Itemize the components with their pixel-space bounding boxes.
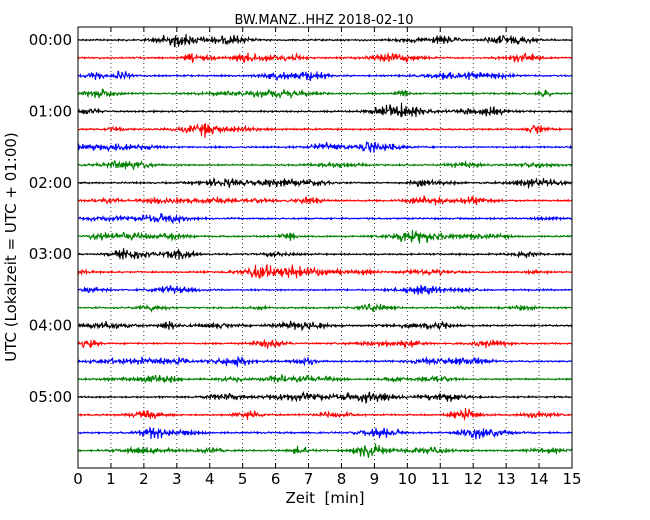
trace-row [77, 407, 573, 422]
trace-row [77, 443, 573, 458]
x-tick-label: 3 [172, 470, 182, 488]
trace-row [77, 426, 573, 440]
trace-row [77, 123, 573, 138]
x-axis-label: Zeit [min] [285, 489, 364, 507]
trace-row [77, 212, 573, 225]
trace-row [77, 284, 573, 295]
x-tick-label: 11 [431, 470, 450, 488]
y-axis-label: UTC (Lokalzeit = UTC + 01:00) [2, 132, 20, 362]
trace-row [77, 194, 573, 206]
trace-row [77, 356, 573, 368]
x-tick-label: 8 [337, 470, 347, 488]
trace-row [77, 303, 573, 313]
trace-lines [77, 33, 573, 458]
grid-lines [110, 27, 540, 468]
trace-row [77, 70, 573, 82]
y-tick-label: 05:00 [29, 388, 72, 406]
x-tick-label: 14 [530, 470, 549, 488]
trace-row [77, 373, 573, 384]
x-tick-label: 1 [106, 470, 116, 488]
y-tick-labels: 00:00 01:00 02:00 03:00 04:00 05:00 [29, 31, 72, 406]
x-tick-label: 7 [304, 470, 314, 488]
trace-row [77, 88, 573, 100]
trace-row [77, 140, 573, 153]
y-tick-label: 00:00 [29, 31, 72, 49]
x-tick-label: 10 [398, 470, 417, 488]
trace-row [77, 33, 573, 48]
x-tick-label: 2 [139, 470, 149, 488]
y-tick-label: 04:00 [29, 317, 72, 335]
y-tick-label: 02:00 [29, 174, 72, 192]
trace-row [77, 248, 573, 260]
x-tick-label: 13 [497, 470, 516, 488]
x-tick-label: 15 [562, 470, 581, 488]
y-tick-label: 03:00 [29, 245, 72, 263]
trace-row [77, 177, 573, 190]
chart-title: BW.MANZ..HHZ 2018-02-10 [234, 13, 413, 28]
x-tick-label: 0 [73, 470, 83, 488]
trace-row [77, 159, 573, 170]
plot-frame [77, 26, 573, 469]
trace-row [77, 263, 572, 279]
trace-row [77, 51, 573, 64]
x-tick-label: 12 [464, 470, 483, 488]
x-tick-label: 6 [271, 470, 281, 488]
trace-row [77, 339, 573, 350]
axis-ticks [77, 27, 573, 468]
x-tick-labels: 0 1 2 3 4 5 6 7 8 9 10 11 12 13 14 15 [73, 470, 581, 488]
y-tick-label: 01:00 [29, 102, 72, 120]
x-tick-label: 9 [370, 470, 380, 488]
x-tick-label: 5 [238, 470, 248, 488]
trace-row [77, 320, 573, 331]
trace-row [77, 229, 573, 244]
x-tick-label: 4 [205, 470, 215, 488]
trace-row [77, 102, 573, 118]
trace-row [77, 390, 573, 405]
